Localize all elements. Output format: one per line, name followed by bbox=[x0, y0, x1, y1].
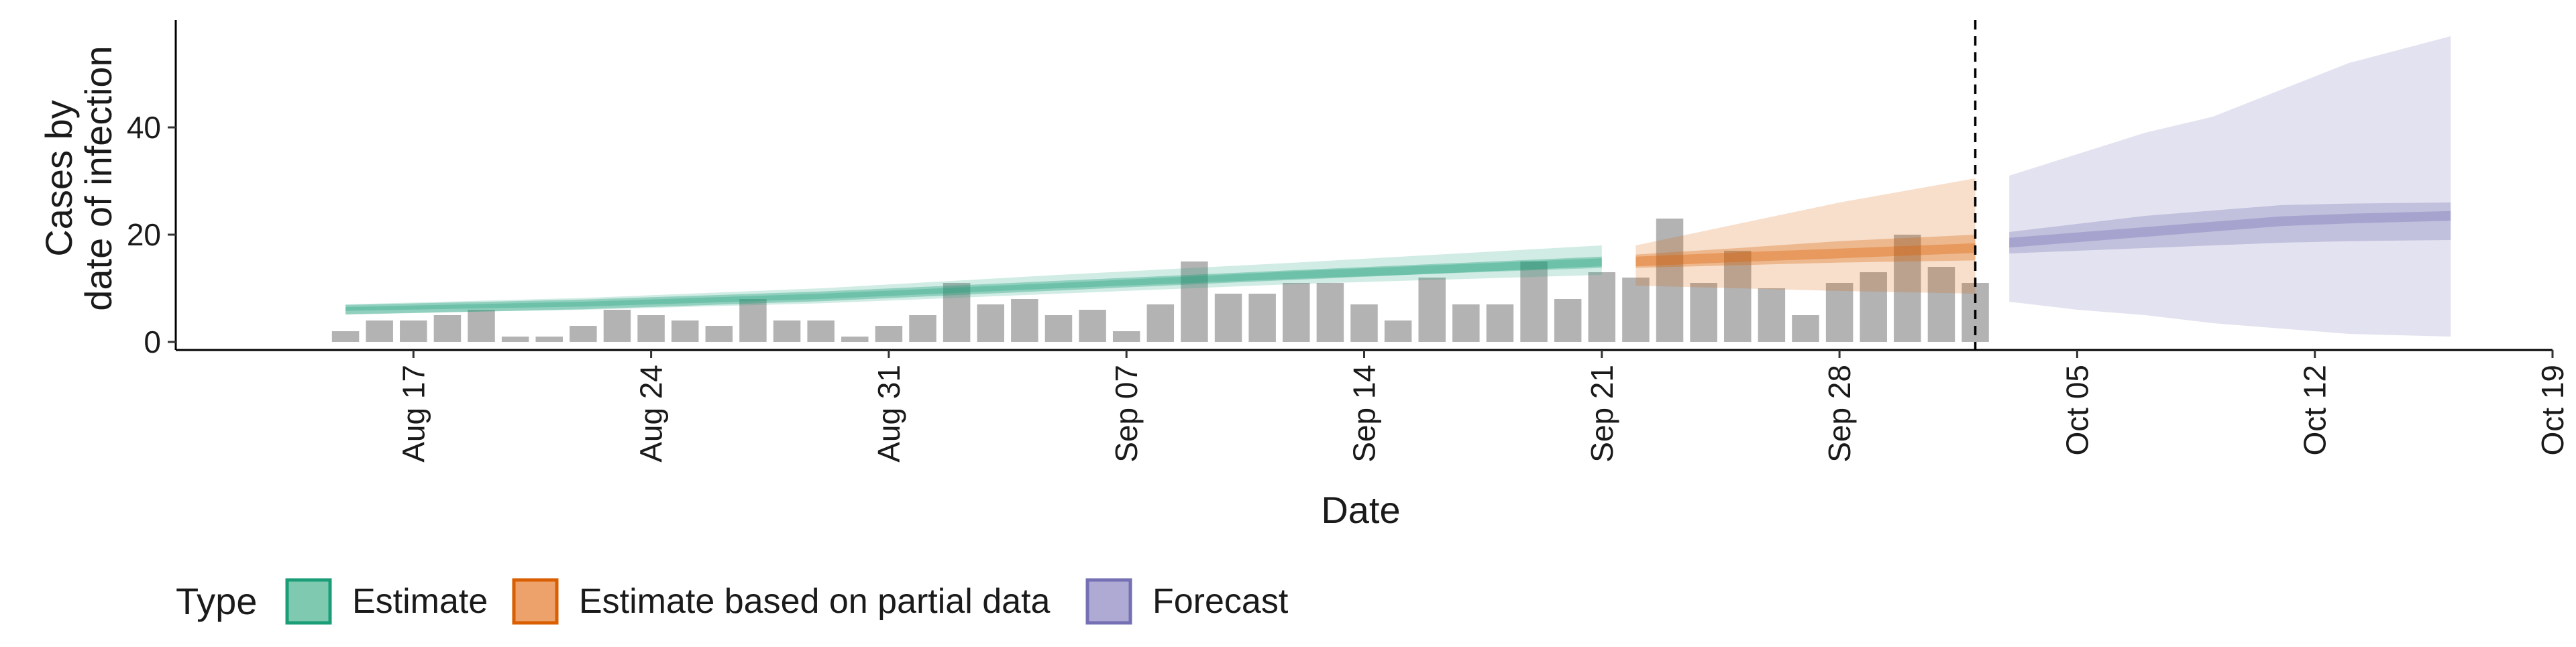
bar bbox=[1044, 315, 1073, 342]
bar bbox=[739, 299, 767, 342]
x-tick-label: Sep 21 bbox=[1585, 365, 1619, 463]
bar bbox=[366, 320, 393, 342]
bar bbox=[1079, 310, 1106, 342]
band-90-estimate bbox=[345, 245, 1602, 314]
bar bbox=[433, 315, 462, 342]
x-tick-label: Aug 17 bbox=[396, 365, 431, 463]
bar bbox=[1690, 283, 1717, 342]
band-median-forecast bbox=[2009, 211, 2451, 248]
band-median-estimate-based-on-partial-data bbox=[1635, 243, 1976, 267]
bar bbox=[841, 337, 869, 342]
bar bbox=[1825, 283, 1854, 342]
legend-key-estimate-based-on-partial-data bbox=[512, 578, 559, 625]
legend-layer: Type Estimate Estimate based on partial da… bbox=[176, 578, 1289, 625]
legend-key-estimate bbox=[285, 578, 332, 625]
bar bbox=[1792, 315, 1819, 342]
y-axis-title-line: date of infection bbox=[77, 46, 119, 310]
bar bbox=[603, 310, 631, 342]
bar bbox=[1486, 304, 1514, 342]
bar bbox=[1554, 299, 1582, 342]
bar bbox=[943, 283, 971, 342]
bar bbox=[1520, 261, 1548, 342]
bar bbox=[1588, 272, 1616, 342]
bar bbox=[1011, 299, 1038, 342]
band-90-forecast bbox=[2009, 36, 2451, 337]
bar bbox=[807, 320, 835, 342]
x-tick-label: Oct 05 bbox=[2059, 365, 2094, 456]
bar bbox=[1181, 261, 1208, 342]
x-tick-label: Sep 14 bbox=[1347, 365, 1382, 463]
legend-title: Type bbox=[176, 580, 257, 622]
bar bbox=[1384, 320, 1412, 342]
bar bbox=[535, 337, 564, 342]
legend-key-forecast bbox=[1085, 578, 1132, 625]
legend-label: Estimate based on partial data bbox=[579, 582, 1051, 621]
band-50-forecast bbox=[2009, 202, 2451, 253]
x-tick-label: Sep 07 bbox=[1109, 365, 1144, 463]
bar bbox=[570, 326, 597, 342]
y-tick-label: 20 bbox=[127, 217, 161, 252]
x-tick-label: Oct 19 bbox=[2535, 365, 2570, 456]
y-tick-label: 0 bbox=[144, 325, 161, 359]
bar bbox=[468, 310, 495, 342]
bar bbox=[501, 337, 529, 342]
bar bbox=[1418, 278, 1446, 342]
legend-label: Forecast bbox=[1152, 582, 1289, 621]
bar bbox=[1146, 304, 1175, 342]
bar bbox=[1112, 331, 1140, 342]
axes-layer: 0 20 40 Aug 17 Aug 24 Aug 31 Sep 07 Sep 14 Sep 2… bbox=[38, 20, 2570, 531]
x-tick-label: Sep 28 bbox=[1822, 365, 1857, 463]
bar bbox=[1927, 267, 1955, 342]
bar bbox=[1724, 251, 1752, 342]
x-tick-label: Aug 31 bbox=[871, 365, 906, 463]
bar bbox=[1894, 235, 1921, 342]
bar bbox=[1860, 272, 1887, 342]
bar bbox=[1350, 304, 1378, 342]
x-tick-label: Aug 24 bbox=[634, 365, 669, 463]
bar bbox=[1452, 304, 1480, 342]
y-axis-title-line: Cases by bbox=[38, 100, 80, 256]
band-50-estimate bbox=[345, 258, 1602, 311]
bar bbox=[671, 320, 699, 342]
x-axis-title: Date bbox=[1321, 489, 1400, 531]
legend-label: Estimate bbox=[352, 582, 488, 621]
bar bbox=[331, 331, 360, 342]
bar bbox=[1214, 294, 1242, 342]
bar bbox=[977, 304, 1004, 342]
band-90-estimate-based-on-partial-data bbox=[1635, 178, 1976, 294]
bar bbox=[1758, 288, 1786, 342]
bars-layer bbox=[331, 219, 1989, 342]
band-50-estimate-based-on-partial-data bbox=[1635, 235, 1976, 268]
y-tick-label: 40 bbox=[127, 110, 161, 145]
y-axis-title: Cases bydate of infection bbox=[38, 46, 119, 310]
bands-layer bbox=[345, 36, 2451, 337]
x-tick-label: Oct 12 bbox=[2298, 365, 2332, 456]
bar bbox=[1283, 283, 1310, 342]
bar bbox=[1316, 283, 1344, 342]
bar bbox=[1622, 278, 1650, 342]
bar bbox=[1656, 219, 1684, 342]
bar bbox=[909, 315, 936, 342]
band-median-estimate bbox=[345, 256, 1602, 315]
bar bbox=[637, 315, 665, 342]
bar bbox=[400, 320, 427, 342]
bar bbox=[705, 326, 733, 342]
bar bbox=[875, 326, 903, 342]
bar bbox=[773, 320, 801, 342]
bar bbox=[1248, 294, 1276, 342]
